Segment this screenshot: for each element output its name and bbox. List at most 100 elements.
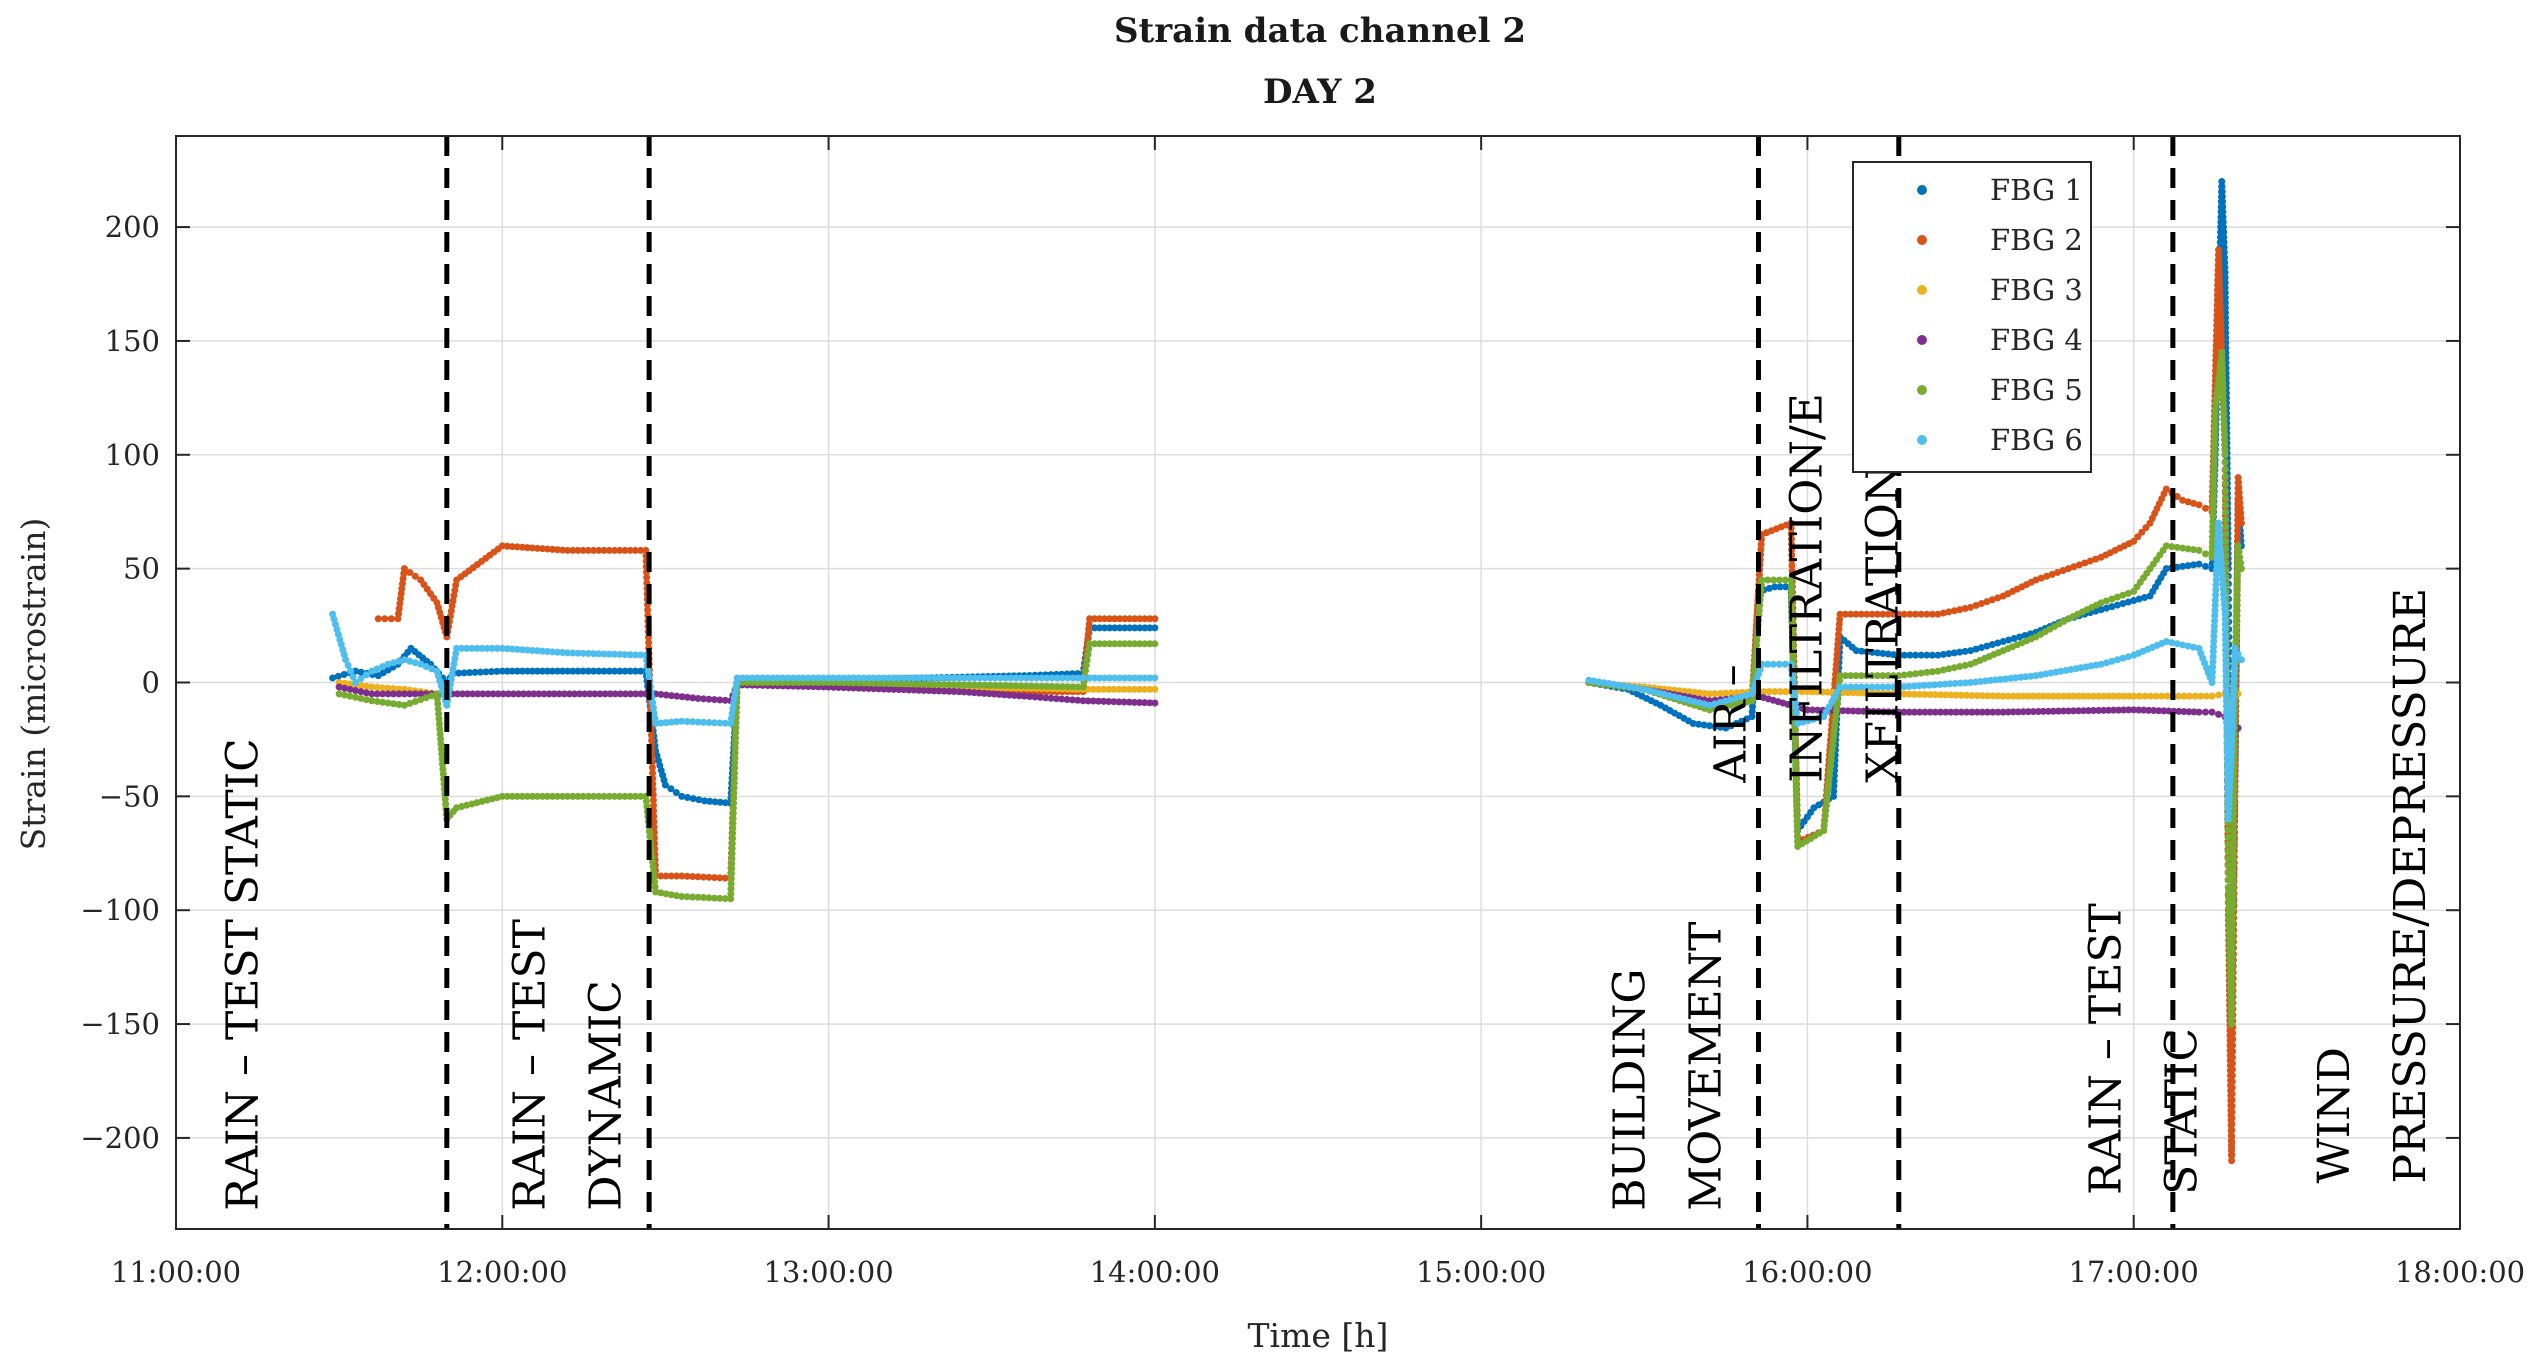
data-point [1096,674,1104,682]
data-point [533,667,541,675]
phase-annotation-line: MOVEMENT [1680,922,1731,1211]
data-point [2219,580,2227,588]
data-point [1999,638,2007,646]
data-point [2086,557,2094,565]
data-point [2190,643,2198,651]
data-point [351,679,359,686]
data-point [2208,668,2216,676]
data-point [453,644,461,652]
data-point [1830,792,1838,800]
data-point [2105,706,2113,714]
data-point [1864,689,1872,697]
data-point [1973,708,1981,716]
data-point [1789,651,1797,659]
data-point [711,798,719,806]
data-point [605,546,613,554]
data-point [900,680,908,688]
data-point [1956,606,1964,614]
data-point [1146,674,1154,682]
data-point [645,672,653,680]
data-point [1963,708,1971,716]
data-point [652,888,660,896]
data-point [1947,691,1955,699]
data-point [648,764,656,772]
data-point [2210,472,2218,480]
data-point [1125,685,1133,693]
data-point [1120,698,1128,706]
data-point [1994,692,2002,700]
data-point [1141,674,1149,682]
data-point [819,674,827,682]
data-point [2173,493,2181,501]
data-point [794,674,802,682]
data-point [2220,425,2228,433]
data-point [390,685,398,693]
data-point [417,660,425,668]
data-point [2228,721,2236,729]
data-point [1100,697,1108,705]
data-point [729,829,737,837]
data-point [2044,707,2052,715]
data-point [2231,644,2239,652]
data-point [543,792,551,800]
data-point [657,690,665,698]
data-point [458,690,466,698]
data-point [1136,624,1144,632]
data-point [2209,528,2217,536]
data-point [554,546,562,554]
data-point [1957,708,1965,716]
data-point [955,688,963,696]
data-point [1968,708,1976,716]
data-point [484,690,492,698]
data-point [1912,610,1920,618]
data-point [2217,331,2225,339]
data-point [732,719,740,727]
data-point [2210,637,2218,645]
data-point [564,546,572,554]
data-point [1079,697,1087,705]
data-point [1833,655,1841,663]
data-point [1941,680,1949,688]
data-point [2220,420,2228,428]
data-point [2210,622,2218,630]
data-point [799,674,807,682]
data-point [631,546,639,554]
data-point [705,695,713,703]
data-point [347,667,355,675]
data-point [2215,251,2223,259]
x-axis-label: Time [h] [1248,1316,1389,1355]
data-point [835,674,843,682]
data-point [2228,1084,2236,1092]
data-point [2209,518,2217,526]
data-point [648,736,656,744]
data-point [960,681,968,689]
data-point [1917,669,1925,677]
data-point [730,774,738,782]
data-point [1961,604,1969,612]
data-point [710,894,718,902]
data-point [2228,1066,2236,1074]
data-point [2236,494,2244,502]
data-point [2152,692,2160,700]
data-point [2221,289,2229,297]
data-point [2234,532,2242,540]
data-point [2217,555,2225,563]
data-point [970,689,978,697]
data-point [2229,711,2237,719]
data-point [438,750,446,758]
data-point [905,680,913,688]
data-point [438,755,446,763]
data-point [1879,649,1887,657]
data-point [1873,683,1881,691]
data-point [662,691,670,699]
data-point [1791,698,1799,706]
data-point [400,701,408,709]
data-point [341,679,349,687]
data-point [1983,642,1991,650]
data-point [2220,595,2228,603]
data-point [411,572,419,580]
data-point [2029,692,2037,700]
data-point [2221,284,2229,292]
data-point [434,700,442,708]
